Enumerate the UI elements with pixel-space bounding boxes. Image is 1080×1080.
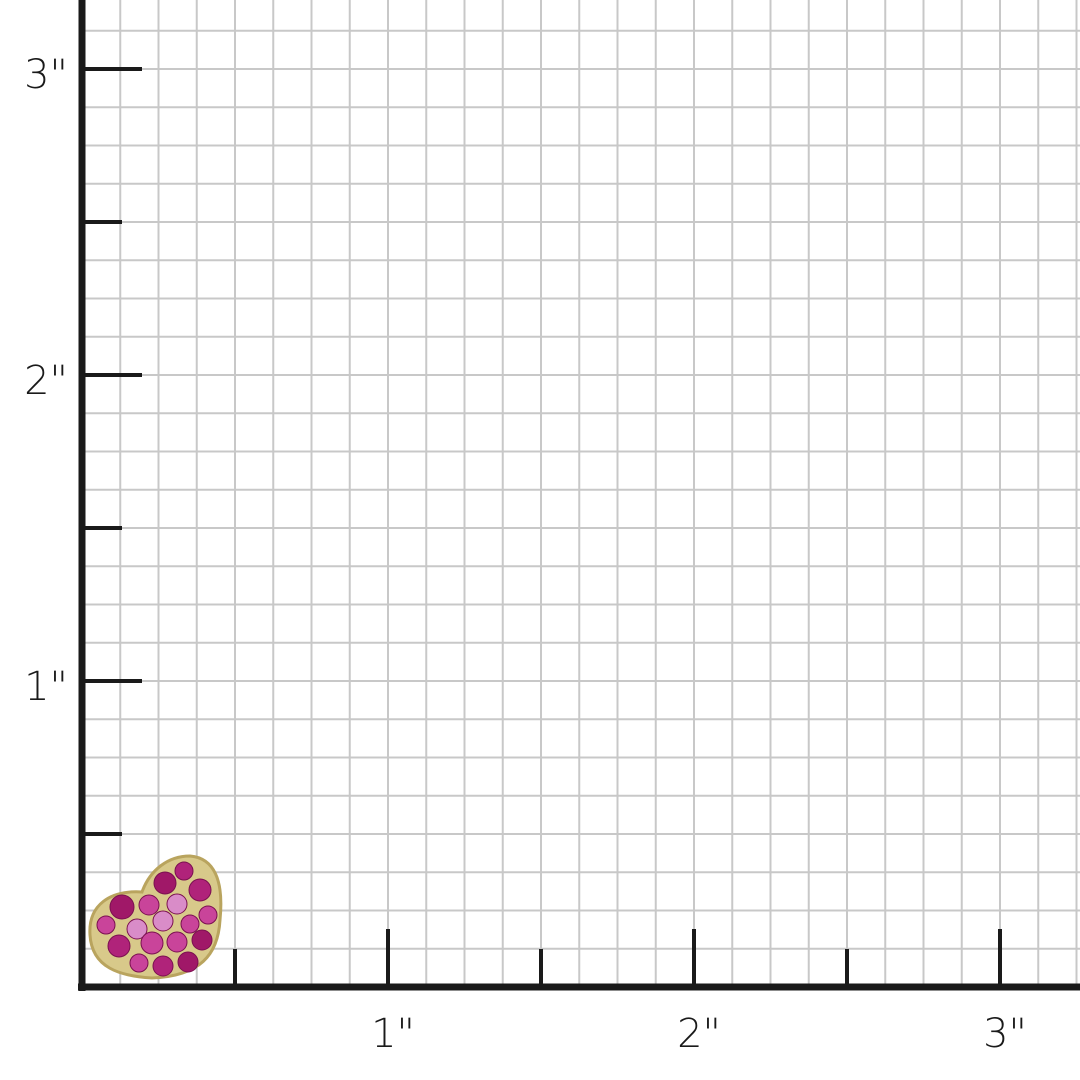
gemstone <box>96 915 116 935</box>
grid-lines <box>82 0 1080 987</box>
gemstone <box>109 894 135 920</box>
gemstone <box>174 861 194 881</box>
x-label-2: 2" <box>677 1011 721 1057</box>
gemstone <box>107 934 131 958</box>
gemstone <box>191 929 213 951</box>
gemstone <box>188 878 212 902</box>
gemstone <box>180 914 200 934</box>
x-label-1: 1" <box>371 1011 415 1057</box>
y-label-2: 2" <box>24 358 68 404</box>
gemstone <box>198 905 218 925</box>
heart-earring-image <box>88 854 223 980</box>
x-label-3: 3" <box>983 1011 1027 1057</box>
gemstone <box>129 953 149 973</box>
gemstone <box>140 931 164 955</box>
gemstone <box>126 918 148 940</box>
gemstone <box>152 955 174 977</box>
gemstone <box>153 871 177 895</box>
gemstone <box>177 951 199 973</box>
ruler-ticks <box>82 67 1002 987</box>
gemstone <box>166 893 188 915</box>
y-label-3: 3" <box>24 52 68 98</box>
gemstone <box>166 931 188 953</box>
gemstone <box>138 894 160 916</box>
y-label-1: 1" <box>24 664 68 710</box>
gemstones <box>96 861 218 977</box>
gemstone <box>152 910 174 932</box>
